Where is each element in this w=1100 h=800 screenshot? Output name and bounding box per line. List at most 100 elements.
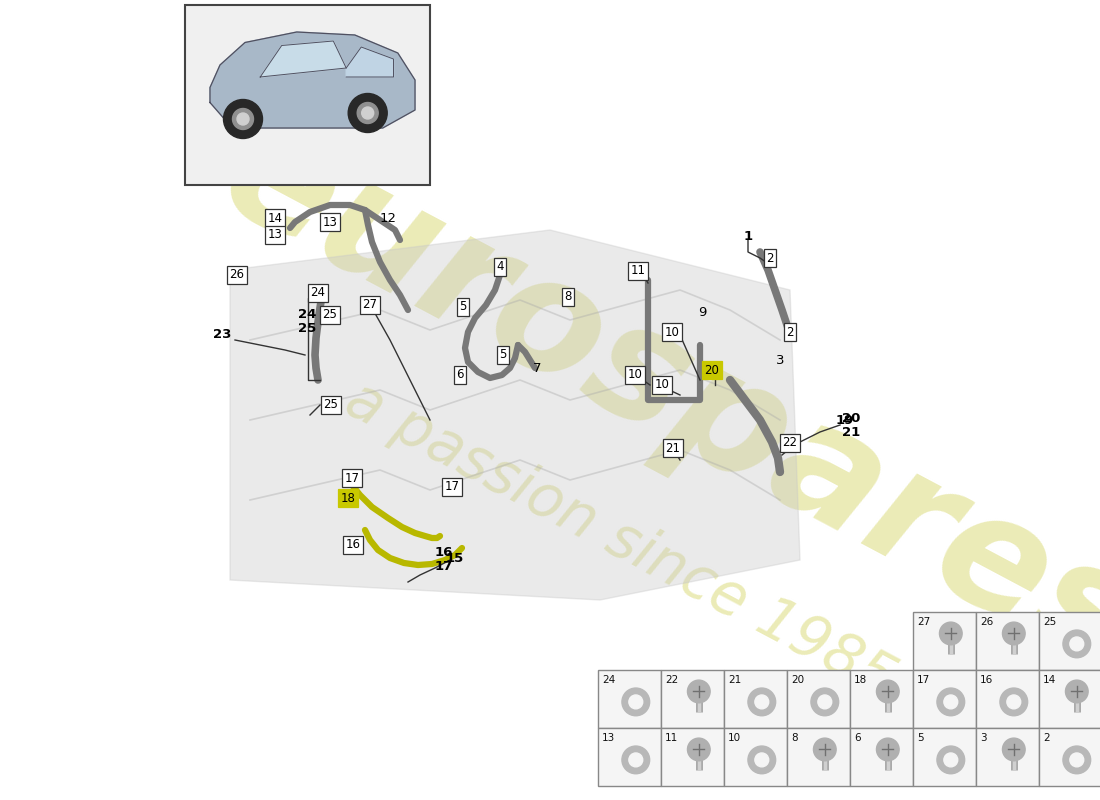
Circle shape [1066, 680, 1088, 702]
Circle shape [688, 680, 711, 702]
Text: 5: 5 [460, 301, 466, 314]
Circle shape [1070, 753, 1084, 767]
Bar [850, 728, 913, 786]
Text: 10: 10 [654, 378, 670, 391]
Circle shape [362, 107, 374, 119]
Circle shape [1002, 738, 1025, 761]
Text: 3: 3 [776, 354, 784, 366]
Bar [913, 612, 976, 670]
Text: 16: 16 [345, 538, 361, 551]
Bar [1040, 670, 1100, 728]
Bar [724, 728, 786, 786]
Text: 24: 24 [602, 675, 615, 685]
Text: 27: 27 [363, 298, 377, 311]
Text: 26: 26 [230, 269, 244, 282]
Text: 2: 2 [1043, 733, 1049, 743]
Text: 24: 24 [298, 309, 317, 322]
Text: 25: 25 [298, 322, 317, 335]
Text: 11: 11 [666, 733, 679, 743]
Text: 27: 27 [917, 617, 931, 627]
Text: 26: 26 [980, 617, 993, 627]
Circle shape [358, 102, 378, 123]
Circle shape [629, 695, 642, 709]
Text: 16: 16 [980, 675, 993, 685]
Text: 2: 2 [786, 326, 794, 338]
Text: 13: 13 [602, 733, 615, 743]
Text: eurospares: eurospares [198, 94, 1100, 706]
Circle shape [877, 680, 899, 702]
Bar [724, 670, 786, 728]
Text: 1: 1 [744, 230, 752, 242]
Circle shape [688, 738, 711, 761]
Circle shape [223, 99, 263, 138]
Text: 21: 21 [666, 442, 681, 454]
Text: 18: 18 [854, 675, 867, 685]
Text: 6: 6 [456, 369, 464, 382]
Circle shape [232, 109, 253, 130]
Circle shape [236, 113, 249, 125]
Text: 17: 17 [344, 471, 360, 485]
Text: 23: 23 [212, 329, 231, 342]
Text: 20: 20 [842, 411, 860, 425]
Text: 25: 25 [323, 398, 339, 411]
Circle shape [1002, 622, 1025, 645]
Bar [976, 728, 1040, 786]
Bar [913, 728, 976, 786]
Circle shape [939, 622, 962, 645]
Text: 4: 4 [496, 261, 504, 274]
Text: 9: 9 [697, 306, 706, 318]
Circle shape [629, 753, 642, 767]
Circle shape [349, 94, 387, 133]
Text: 22: 22 [666, 675, 679, 685]
Text: 7: 7 [532, 362, 541, 374]
Text: 8: 8 [564, 290, 572, 303]
Bar [976, 670, 1040, 728]
Text: 10: 10 [628, 369, 642, 382]
Circle shape [811, 688, 838, 716]
Text: 14: 14 [267, 211, 283, 225]
Circle shape [1070, 637, 1084, 651]
Circle shape [621, 688, 650, 716]
Bar [661, 670, 724, 728]
Text: 2: 2 [767, 251, 773, 265]
Text: 3: 3 [980, 733, 987, 743]
Text: 24: 24 [310, 286, 326, 299]
Text: 5: 5 [917, 733, 924, 743]
Text: 25: 25 [1043, 617, 1056, 627]
Bar [598, 728, 661, 786]
Circle shape [944, 695, 958, 709]
Circle shape [748, 688, 775, 716]
Text: 17: 17 [434, 561, 453, 574]
Bar [850, 670, 913, 728]
Circle shape [755, 753, 769, 767]
Bar [598, 670, 661, 728]
Text: 18: 18 [341, 491, 355, 505]
Circle shape [818, 695, 832, 709]
Circle shape [748, 746, 775, 774]
Bar [1040, 612, 1100, 670]
Text: 20: 20 [705, 363, 719, 377]
Text: 10: 10 [728, 733, 741, 743]
Circle shape [621, 746, 650, 774]
Text: 17: 17 [444, 481, 460, 494]
Bar [185, 5, 430, 185]
Text: 25: 25 [322, 309, 338, 322]
Circle shape [1000, 688, 1027, 716]
Circle shape [937, 746, 965, 774]
Text: 21: 21 [728, 675, 741, 685]
Circle shape [944, 753, 958, 767]
Circle shape [877, 738, 899, 761]
Circle shape [755, 695, 769, 709]
Text: 8: 8 [791, 733, 798, 743]
Text: 16: 16 [434, 546, 453, 559]
Text: 13: 13 [322, 215, 338, 229]
Polygon shape [346, 47, 394, 77]
Text: 20: 20 [791, 675, 804, 685]
Bar [786, 670, 850, 728]
Circle shape [1063, 630, 1091, 658]
Text: 6: 6 [854, 733, 860, 743]
Text: 21: 21 [842, 426, 860, 438]
Text: 11: 11 [630, 265, 646, 278]
Text: 19: 19 [836, 414, 854, 426]
Polygon shape [210, 32, 415, 128]
